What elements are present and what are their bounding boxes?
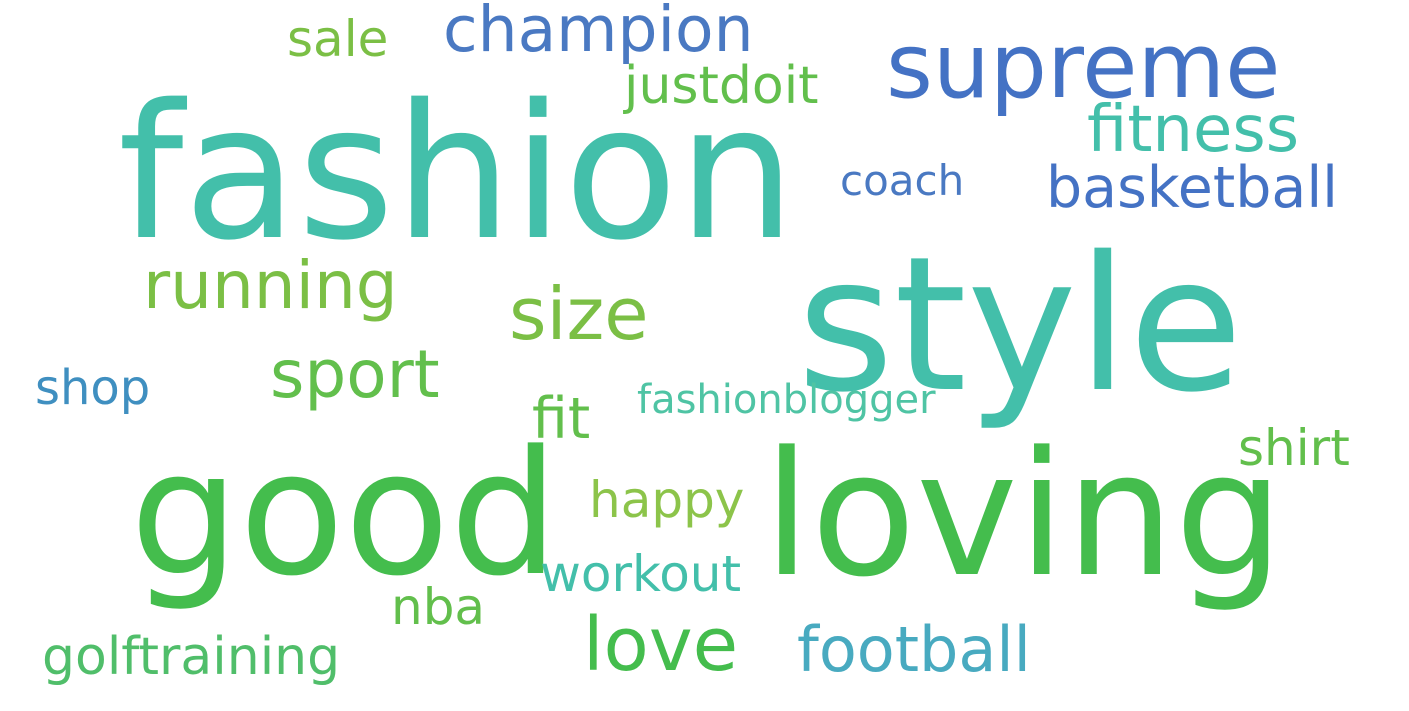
- word-love: love: [583, 602, 739, 688]
- word-sale: sale: [287, 10, 389, 68]
- word-coach: coach: [840, 156, 965, 205]
- word-golftraining: golftraining: [42, 627, 341, 687]
- word-fit: fit: [532, 386, 591, 452]
- word-running: running: [143, 247, 398, 324]
- word-champion: champion: [443, 0, 754, 66]
- word-fashion: fashion: [118, 64, 796, 281]
- word-fitness: fitness: [1087, 93, 1300, 167]
- word-workout: workout: [540, 545, 742, 603]
- word-loving: loving: [763, 414, 1284, 615]
- word-size: size: [509, 272, 649, 356]
- word-justdoit: justdoit: [624, 56, 819, 116]
- word-happy: happy: [589, 471, 745, 529]
- word-fashionblogger: fashionblogger: [637, 377, 936, 423]
- word-shop: shop: [35, 360, 151, 416]
- word-sport: sport: [270, 336, 440, 413]
- word-basketball: basketball: [1046, 155, 1338, 221]
- word-football: football: [797, 613, 1031, 686]
- word-style: style: [797, 216, 1244, 433]
- word-shirt: shirt: [1238, 419, 1350, 477]
- word-supreme: supreme: [886, 14, 1281, 119]
- word-nba: nba: [391, 578, 486, 636]
- word-good: good: [130, 413, 559, 614]
